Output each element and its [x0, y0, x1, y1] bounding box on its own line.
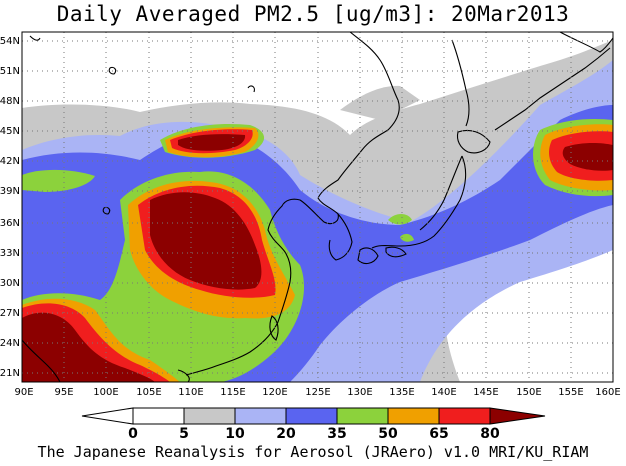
dark-red-region	[150, 192, 262, 290]
colorbar-label: 50	[378, 426, 398, 442]
coastlines	[22, 32, 613, 382]
longitude-labels: 90E 95E 100E 105E 110E 115E 120E 125E 13…	[14, 387, 620, 398]
lon-label: 115E	[220, 387, 245, 398]
lat-label: 36N	[0, 218, 20, 229]
lon-label: 125E	[305, 387, 330, 398]
lat-label: 45N	[0, 126, 20, 137]
colorbar-segment	[336, 407, 389, 425]
colorbar-segment	[234, 407, 287, 425]
colorbar-label: 65	[429, 426, 448, 442]
lon-label: 120E	[262, 387, 287, 398]
lon-label: 105E	[136, 387, 161, 398]
map-title: Daily Averaged PM2.5 [ug/m3]: 20Mar2013	[56, 2, 570, 26]
lat-label: 30N	[0, 278, 20, 289]
colorbar-segment	[285, 407, 338, 425]
colorbar-min-arrow	[81, 407, 134, 425]
lon-label: 135E	[389, 387, 414, 398]
lat-label: 24N	[0, 338, 20, 349]
lat-label: 48N	[0, 96, 20, 107]
colorbar-segment	[183, 407, 236, 425]
lon-label: 155E	[558, 387, 583, 398]
colorbar-segment	[438, 407, 491, 425]
lon-label: 150E	[516, 387, 541, 398]
lon-label: 100E	[93, 387, 118, 398]
colorbar-label: 20	[276, 426, 296, 442]
colorbar-label: 10	[225, 426, 245, 442]
green-region	[22, 169, 95, 192]
lat-label: 27N	[0, 308, 20, 319]
lat-label: 54N	[0, 36, 20, 47]
colorbar-label: 35	[327, 426, 346, 442]
map-frame	[21, 31, 614, 383]
latitude-labels: 54N 51N 48N 45N 42N 39N 36N 33N 30N 27N …	[0, 36, 20, 379]
colorbar-label: 80	[480, 426, 500, 442]
lon-label: 110E	[178, 387, 203, 398]
colorbar-label: 0	[128, 426, 138, 442]
lon-label: 130E	[347, 387, 372, 398]
lon-label: 90E	[14, 387, 33, 398]
colorbar-max-arrow	[489, 407, 546, 425]
lat-label: 51N	[0, 66, 20, 77]
lat-label: 42N	[0, 156, 20, 167]
lat-label: 39N	[0, 186, 20, 197]
gridlines	[22, 32, 613, 382]
colorbar-label: 5	[179, 426, 189, 442]
lat-label: 21N	[0, 368, 20, 379]
lat-label: 33N	[0, 248, 20, 259]
colorbar-segment	[387, 407, 440, 425]
credit-line: The Japanese Reanalysis for Aerosol (JRA…	[37, 443, 589, 461]
lon-label: 95E	[54, 387, 73, 398]
colorbar: 0 5 10 20 35 50 65 80	[81, 407, 546, 442]
lon-label: 160E	[595, 387, 620, 398]
lon-label: 145E	[473, 387, 498, 398]
lon-label: 140E	[431, 387, 456, 398]
colorbar-segment	[132, 407, 185, 425]
